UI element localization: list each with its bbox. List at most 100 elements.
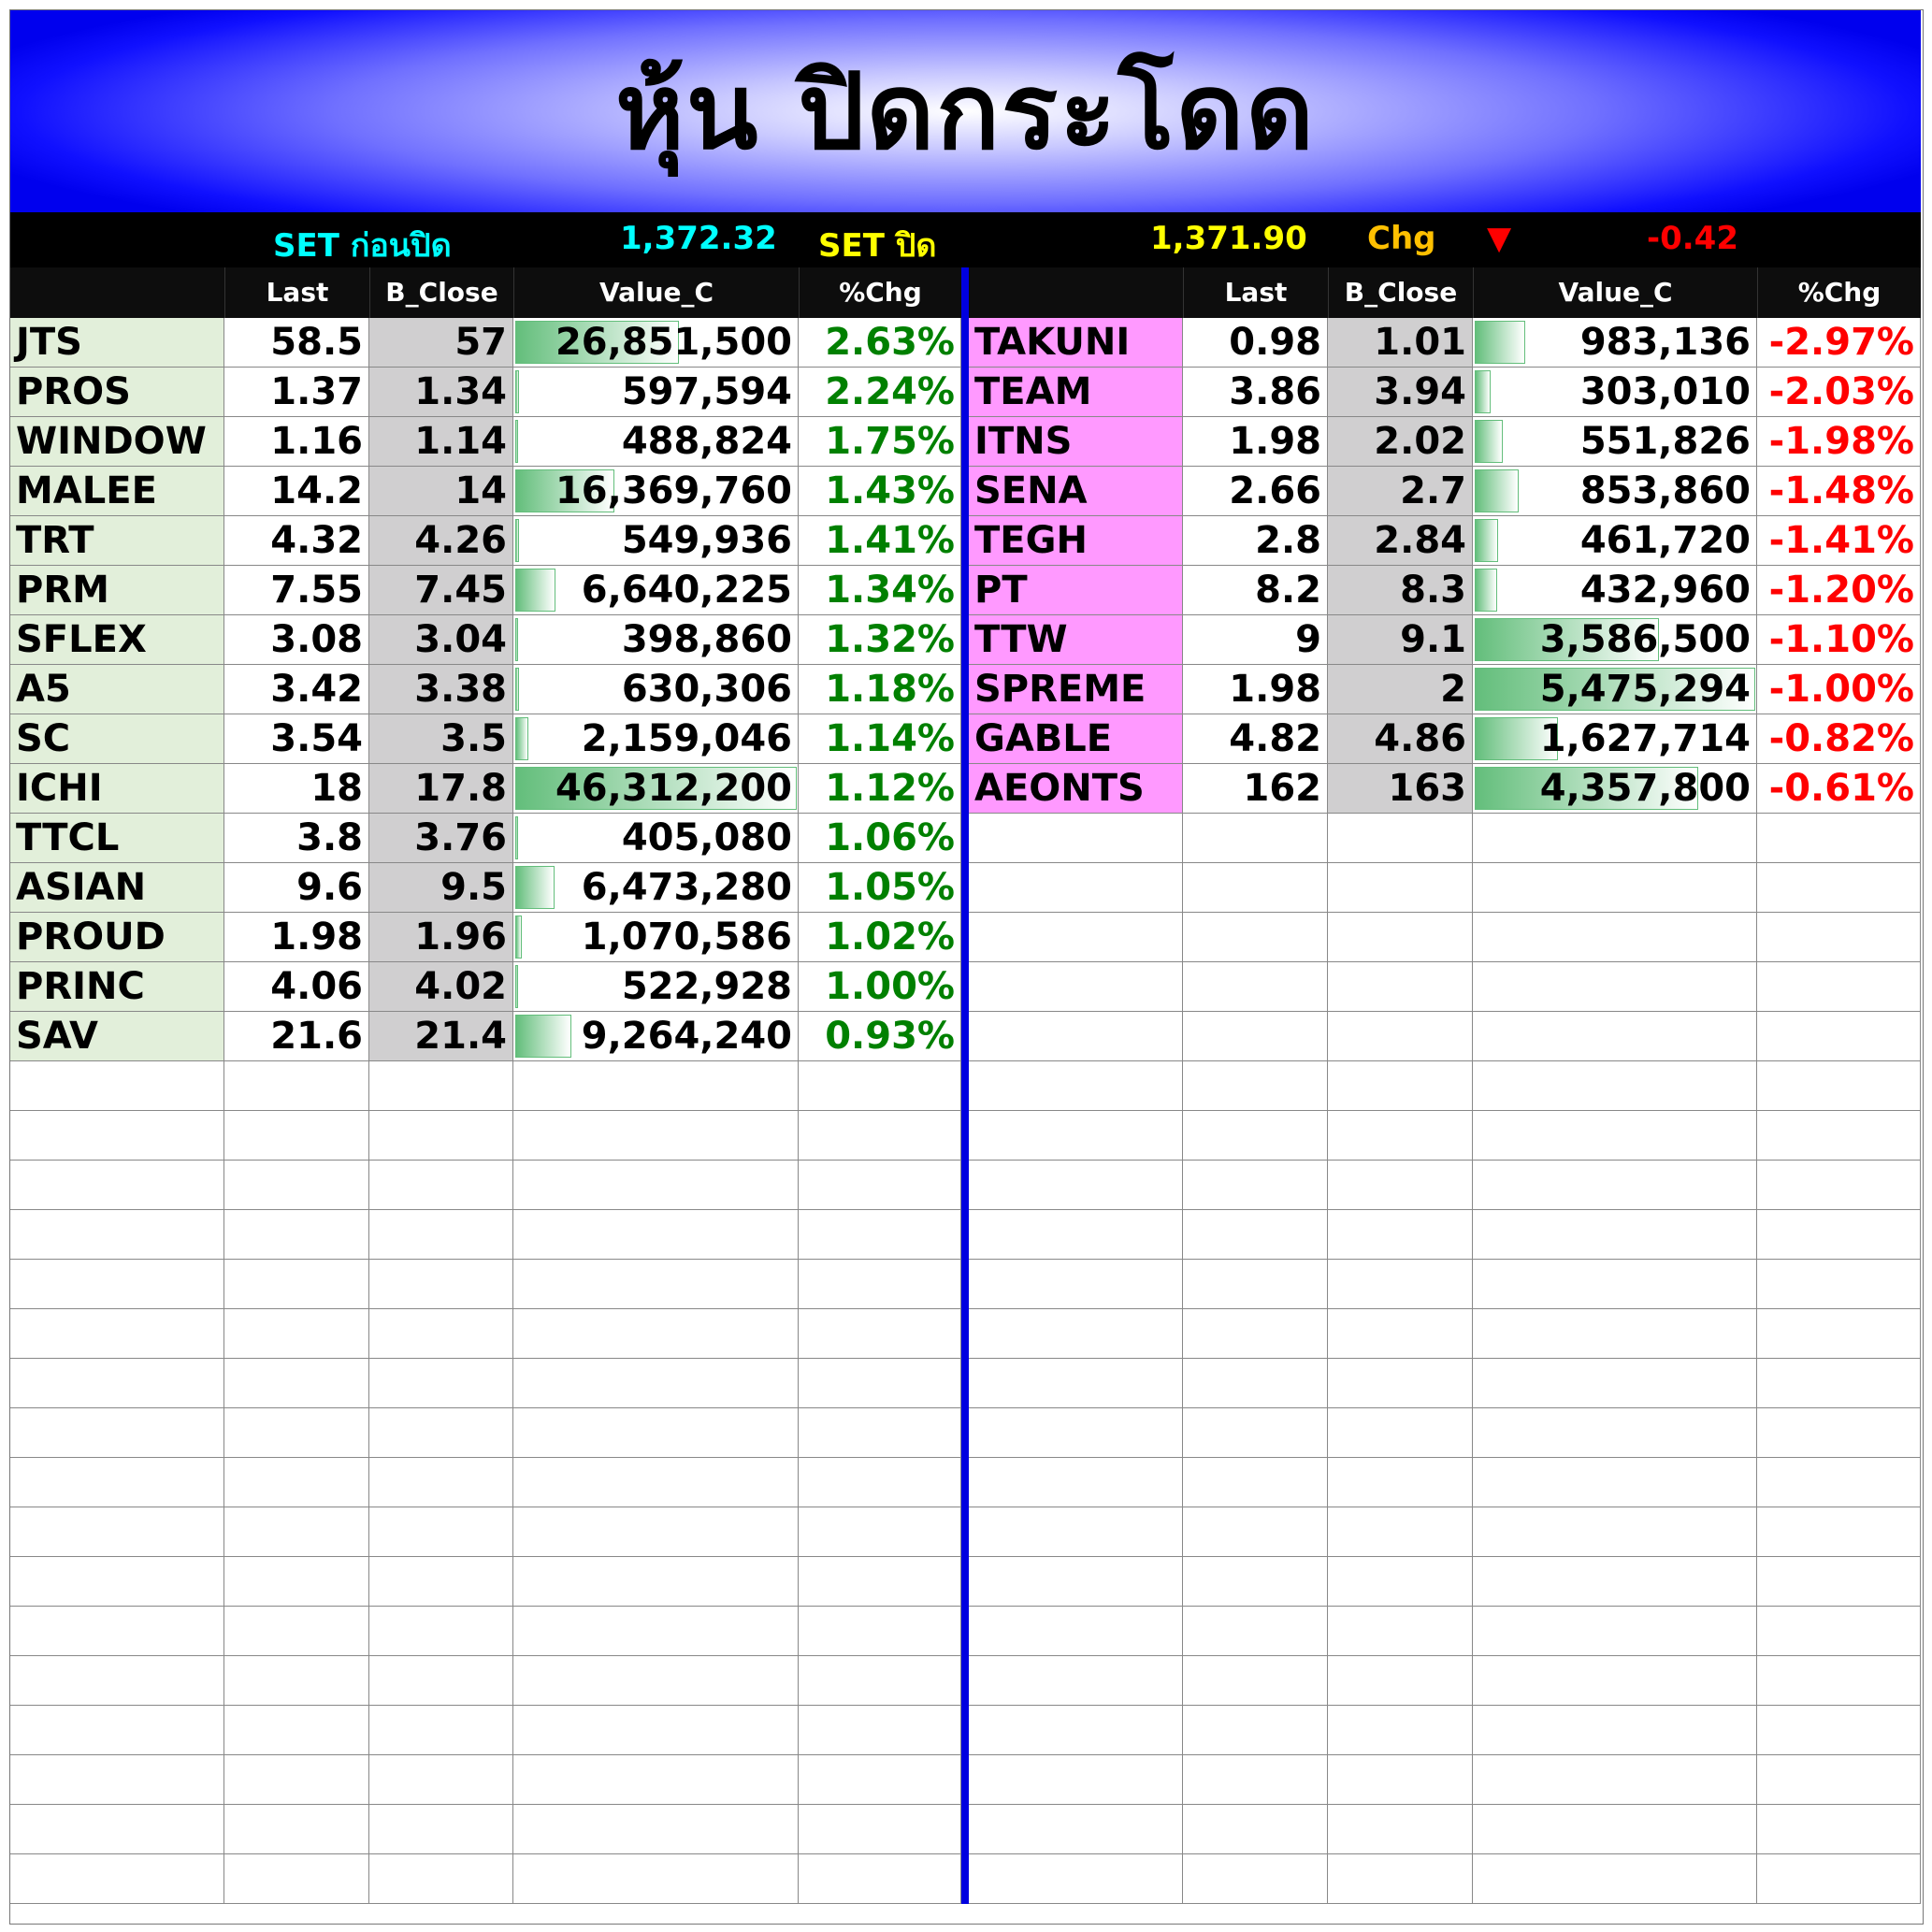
loser-value-c-cell[interactable]: 853,860 (1473, 467, 1757, 516)
loser-b-close-cell[interactable] (1328, 1210, 1473, 1260)
gainer-symbol-cell[interactable]: SFLEX (10, 615, 224, 665)
loser-symbol-cell[interactable] (969, 1012, 1183, 1061)
loser-b-close-cell[interactable] (1328, 1805, 1473, 1854)
gainer-symbol-cell[interactable] (10, 1458, 224, 1507)
loser-pct-chg-cell[interactable] (1757, 962, 1921, 1012)
loser-symbol-cell[interactable] (969, 1755, 1183, 1805)
gainer-last-cell[interactable] (224, 1359, 369, 1408)
gainer-b-close-cell[interactable]: 9.5 (369, 863, 513, 913)
loser-b-close-cell[interactable] (1328, 1656, 1473, 1706)
loser-symbol-cell[interactable] (969, 1805, 1183, 1854)
gainer-pct-chg-cell[interactable] (799, 1309, 961, 1359)
gainer-pct-chg-cell[interactable]: 1.75% (799, 417, 961, 467)
loser-value-c-cell[interactable]: 551,826 (1473, 417, 1757, 467)
gainer-last-cell[interactable]: 14.2 (224, 467, 369, 516)
loser-pct-chg-cell[interactable]: -1.10% (1757, 615, 1921, 665)
gainer-value-c-cell[interactable] (513, 1458, 799, 1507)
loser-value-c-cell[interactable]: 303,010 (1473, 368, 1757, 417)
loser-last-cell[interactable] (1183, 1359, 1328, 1408)
loser-value-c-cell[interactable] (1473, 1507, 1757, 1557)
loser-symbol-cell[interactable] (969, 1656, 1183, 1706)
loser-b-close-cell[interactable] (1328, 1557, 1473, 1607)
loser-last-cell[interactable] (1183, 1805, 1328, 1854)
loser-pct-chg-cell[interactable]: -0.61% (1757, 764, 1921, 814)
gainer-symbol-cell[interactable]: PRINC (10, 962, 224, 1012)
loser-value-c-cell[interactable] (1473, 1458, 1757, 1507)
loser-last-cell[interactable] (1183, 1755, 1328, 1805)
loser-symbol-cell[interactable] (969, 1854, 1183, 1904)
gainer-pct-chg-cell[interactable] (799, 1557, 961, 1607)
gainer-pct-chg-cell[interactable]: 1.12% (799, 764, 961, 814)
loser-value-c-cell[interactable] (1473, 1161, 1757, 1210)
loser-b-close-cell[interactable]: 2.84 (1328, 516, 1473, 566)
gainer-b-close-cell[interactable] (369, 1111, 513, 1161)
loser-pct-chg-cell[interactable] (1757, 1111, 1921, 1161)
gainer-pct-chg-cell[interactable]: 0.93% (799, 1012, 961, 1061)
gainer-value-c-cell[interactable]: 1,070,586 (513, 913, 799, 962)
gainer-symbol-cell[interactable] (10, 1706, 224, 1755)
loser-last-cell[interactable] (1183, 1656, 1328, 1706)
gainer-value-c-cell[interactable] (513, 1359, 799, 1408)
loser-value-c-cell[interactable]: 4,357,800 (1473, 764, 1757, 814)
loser-symbol-cell[interactable] (969, 863, 1183, 913)
gainer-last-cell[interactable] (224, 1061, 369, 1111)
loser-value-c-cell[interactable] (1473, 1012, 1757, 1061)
loser-symbol-cell[interactable] (969, 1111, 1183, 1161)
loser-value-c-cell[interactable]: 1,627,714 (1473, 714, 1757, 764)
gainer-pct-chg-cell[interactable] (799, 1359, 961, 1408)
loser-last-cell[interactable] (1183, 913, 1328, 962)
gainer-symbol-cell[interactable]: SAV (10, 1012, 224, 1061)
loser-last-cell[interactable] (1183, 1408, 1328, 1458)
loser-pct-chg-cell[interactable]: -1.41% (1757, 516, 1921, 566)
gainer-symbol-cell[interactable] (10, 1607, 224, 1656)
loser-pct-chg-cell[interactable]: -1.98% (1757, 417, 1921, 467)
loser-value-c-cell[interactable] (1473, 1755, 1757, 1805)
gainer-b-close-cell[interactable]: 1.14 (369, 417, 513, 467)
loser-pct-chg-cell[interactable]: -2.03% (1757, 368, 1921, 417)
gainer-last-cell[interactable] (224, 1656, 369, 1706)
loser-b-close-cell[interactable] (1328, 863, 1473, 913)
gainer-value-c-cell[interactable]: 405,080 (513, 814, 799, 863)
loser-pct-chg-cell[interactable] (1757, 1507, 1921, 1557)
gainer-last-cell[interactable]: 1.37 (224, 368, 369, 417)
loser-pct-chg-cell[interactable] (1757, 1607, 1921, 1656)
loser-pct-chg-cell[interactable]: -1.20% (1757, 566, 1921, 615)
gainer-last-cell[interactable] (224, 1854, 369, 1904)
loser-last-cell[interactable] (1183, 1557, 1328, 1607)
gainer-symbol-cell[interactable]: TTCL (10, 814, 224, 863)
loser-pct-chg-cell[interactable] (1757, 1161, 1921, 1210)
loser-value-c-cell[interactable] (1473, 1260, 1757, 1309)
gainer-value-c-cell[interactable]: 630,306 (513, 665, 799, 714)
loser-last-cell[interactable] (1183, 1210, 1328, 1260)
gainer-b-close-cell[interactable]: 3.76 (369, 814, 513, 863)
gainer-symbol-cell[interactable] (10, 1755, 224, 1805)
gainer-value-c-cell[interactable]: 9,264,240 (513, 1012, 799, 1061)
gainer-last-cell[interactable]: 3.8 (224, 814, 369, 863)
loser-b-close-cell[interactable]: 9.1 (1328, 615, 1473, 665)
gainer-symbol-cell[interactable]: PROUD (10, 913, 224, 962)
loser-last-cell[interactable] (1183, 1111, 1328, 1161)
gainer-last-cell[interactable] (224, 1260, 369, 1309)
loser-b-close-cell[interactable] (1328, 1607, 1473, 1656)
gainer-value-c-cell[interactable] (513, 1309, 799, 1359)
loser-b-close-cell[interactable] (1328, 814, 1473, 863)
loser-symbol-cell[interactable] (969, 1458, 1183, 1507)
loser-value-c-cell[interactable] (1473, 1408, 1757, 1458)
gainer-symbol-cell[interactable] (10, 1260, 224, 1309)
loser-pct-chg-cell[interactable]: -1.48% (1757, 467, 1921, 516)
gainer-last-cell[interactable] (224, 1706, 369, 1755)
gainer-symbol-cell[interactable] (10, 1805, 224, 1854)
loser-b-close-cell[interactable] (1328, 1061, 1473, 1111)
gainer-b-close-cell[interactable]: 57 (369, 318, 513, 368)
gainer-last-cell[interactable] (224, 1805, 369, 1854)
loser-b-close-cell[interactable] (1328, 1260, 1473, 1309)
loser-last-cell[interactable] (1183, 863, 1328, 913)
gainer-value-c-cell[interactable] (513, 1854, 799, 1904)
loser-b-close-cell[interactable] (1328, 913, 1473, 962)
loser-symbol-cell[interactable] (969, 1408, 1183, 1458)
gainer-symbol-cell[interactable]: PRM (10, 566, 224, 615)
loser-value-c-cell[interactable]: 432,960 (1473, 566, 1757, 615)
loser-b-close-cell[interactable] (1328, 1706, 1473, 1755)
loser-b-close-cell[interactable]: 2 (1328, 665, 1473, 714)
gainer-b-close-cell[interactable]: 1.34 (369, 368, 513, 417)
